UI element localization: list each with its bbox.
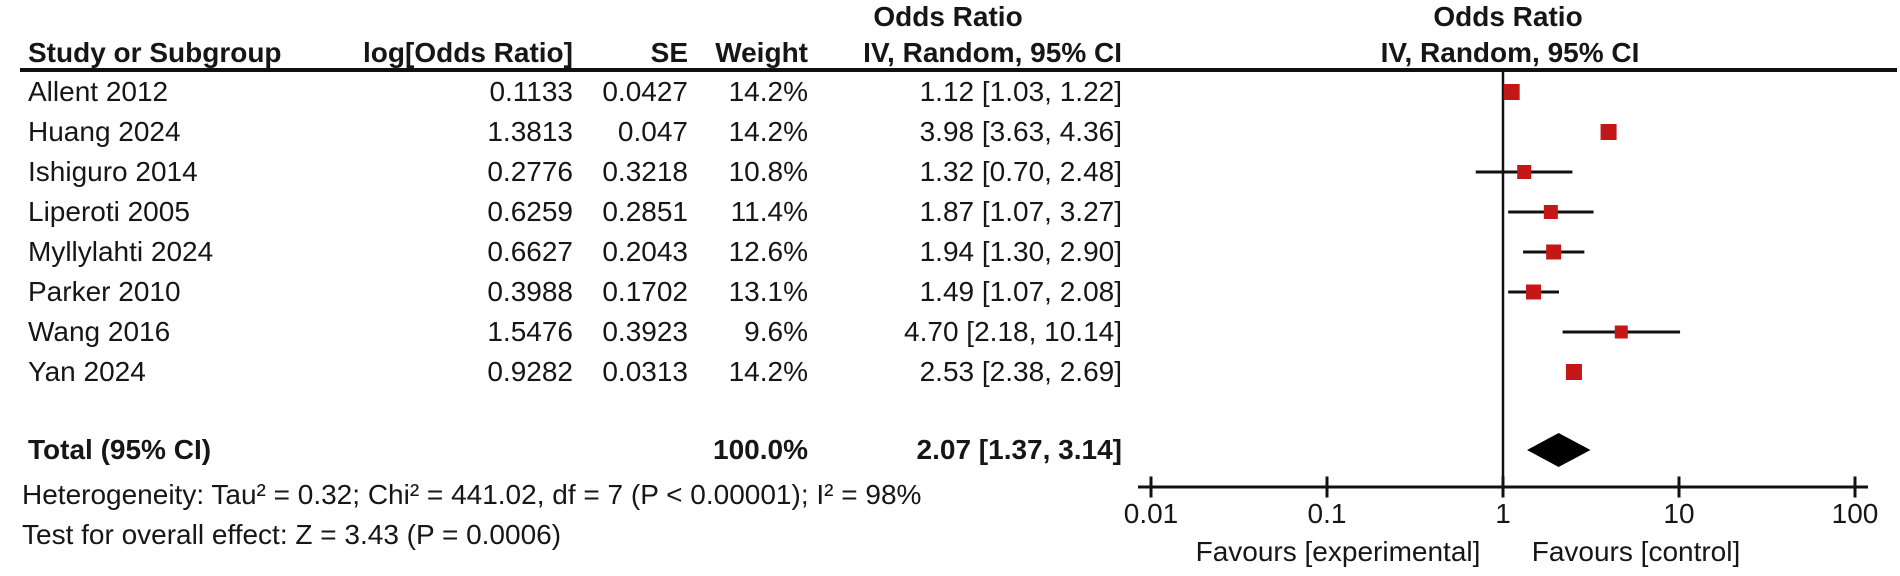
study-se: 0.1702 xyxy=(602,276,688,307)
col-header-se: SE xyxy=(650,37,688,68)
study-se: 0.3923 xyxy=(602,316,688,347)
study-name: Allent 2012 xyxy=(28,76,169,107)
study-marker xyxy=(1525,284,1541,300)
favours-control-label: Favours [control] xyxy=(1531,536,1741,567)
col-header-study: Study or Subgroup xyxy=(28,37,282,68)
odds-ratio-title-left: Odds Ratio xyxy=(873,1,1023,32)
study-marker xyxy=(1614,325,1628,339)
study-name: Wang 2016 xyxy=(28,316,171,347)
axis-tick-label: 0.01 xyxy=(1123,498,1179,529)
study-marker xyxy=(1517,165,1532,179)
heterogeneity-text: Heterogeneity: Tau² = 0.32; Chi² = 441.0… xyxy=(22,479,922,510)
study-se: 0.047 xyxy=(617,116,688,147)
axis-tick-label: 10 xyxy=(1663,498,1695,529)
study-weight: 11.4% xyxy=(730,196,808,227)
study-se: 0.3218 xyxy=(602,156,688,187)
study-log-or: 1.3813 xyxy=(487,116,573,147)
col-header-ci-left: IV, Random, 95% CI xyxy=(863,37,1122,68)
study-name: Parker 2010 xyxy=(28,276,181,307)
study-weight: 14.2% xyxy=(728,76,808,107)
study-se: 0.0427 xyxy=(602,76,688,107)
study-marker xyxy=(1600,124,1617,140)
study-marker xyxy=(1565,364,1582,380)
study-weight: 14.2% xyxy=(728,356,808,387)
study-weight: 10.8% xyxy=(728,156,808,187)
study-log-or: 0.6627 xyxy=(487,236,573,267)
study-log-or: 0.9282 xyxy=(487,356,573,387)
study-weight: 12.6% xyxy=(728,236,808,267)
study-log-or: 0.2776 xyxy=(487,156,573,187)
total-ci-text: 2.07 [1.37, 3.14] xyxy=(916,434,1122,465)
study-weight: 9.6% xyxy=(744,316,808,347)
study-name: Yan 2024 xyxy=(28,356,146,387)
overall-effect-text: Test for overall effect: Z = 3.43 (P = 0… xyxy=(22,519,562,550)
study-ci-text: 3.98 [3.63, 4.36] xyxy=(919,116,1122,147)
study-ci-text: 1.87 [1.07, 3.27] xyxy=(919,196,1122,227)
col-header-log-or: log[Odds Ratio] xyxy=(363,37,573,68)
study-log-or: 0.3988 xyxy=(487,276,573,307)
axis-tick-label: 0.1 xyxy=(1307,498,1347,529)
study-se: 0.0313 xyxy=(602,356,688,387)
study-marker xyxy=(1546,244,1562,260)
study-ci-text: 1.12 [1.03, 1.22] xyxy=(919,76,1122,107)
favours-experimental-label: Favours [experimental] xyxy=(1195,536,1481,567)
total-weight: 100.0% xyxy=(713,434,808,465)
study-weight: 13.1% xyxy=(728,276,808,307)
study-se: 0.2043 xyxy=(602,236,688,267)
study-weight: 14.2% xyxy=(728,116,808,147)
col-header-ci-right: IV, Random, 95% CI xyxy=(1380,37,1640,68)
odds-ratio-title-right: Odds Ratio xyxy=(1433,1,1583,32)
study-log-or: 0.6259 xyxy=(487,196,573,227)
study-marker xyxy=(1503,84,1520,100)
study-ci-text: 4.70 [2.18, 10.14] xyxy=(904,316,1122,347)
study-name: Huang 2024 xyxy=(28,116,181,147)
study-name: Liperoti 2005 xyxy=(28,196,190,227)
study-ci-text: 1.32 [0.70, 2.48] xyxy=(919,156,1122,187)
study-ci-text: 2.53 [2.38, 2.69] xyxy=(919,356,1122,387)
study-log-or: 0.1133 xyxy=(489,76,573,107)
summary-diamond xyxy=(1527,433,1591,467)
study-log-or: 1.5476 xyxy=(487,316,573,347)
study-marker xyxy=(1543,205,1558,219)
study-se: 0.2851 xyxy=(602,196,688,227)
study-name: Myllylahti 2024 xyxy=(28,236,214,267)
study-ci-text: 1.94 [1.30, 2.90] xyxy=(919,236,1122,267)
axis-tick-label: 1 xyxy=(1495,498,1511,529)
study-name: Ishiguro 2014 xyxy=(28,156,198,187)
col-header-weight: Weight xyxy=(715,37,808,68)
axis-tick-label: 100 xyxy=(1831,498,1879,529)
study-ci-text: 1.49 [1.07, 2.08] xyxy=(919,276,1122,307)
total-label: Total (95% CI) xyxy=(28,434,212,465)
